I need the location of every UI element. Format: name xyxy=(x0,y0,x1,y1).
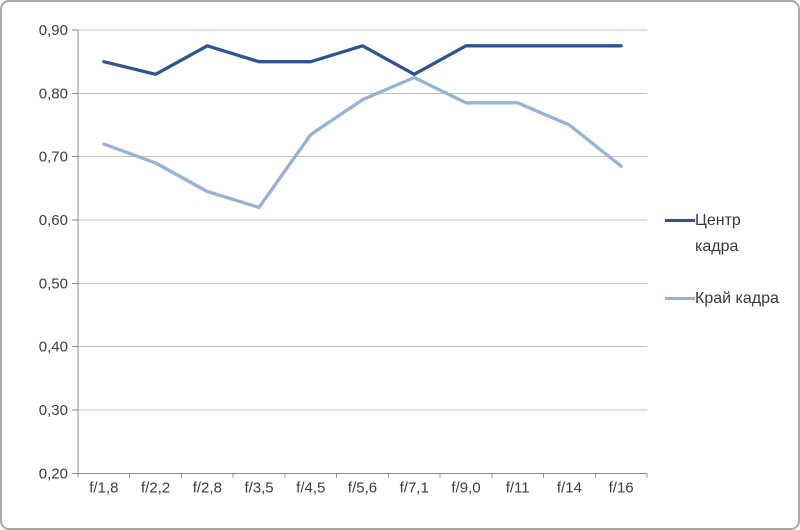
x-axis-label: f/2,8 xyxy=(193,479,222,496)
x-axis-label: f/2,2 xyxy=(141,479,170,496)
y-axis-label: 0,60 xyxy=(39,212,68,229)
legend-label-center-line2: кадра xyxy=(695,238,739,255)
x-axis-label: f/5,6 xyxy=(348,479,377,496)
x-axis-label: f/1,8 xyxy=(89,479,118,496)
legend-key-line-edge xyxy=(665,297,695,300)
legend-label-center-line1: Центр xyxy=(695,212,741,229)
y-axis-label: 0,50 xyxy=(39,275,68,292)
series-line-1 xyxy=(102,75,623,210)
y-axis-label: 0,40 xyxy=(39,339,68,356)
x-axis-label: f/14 xyxy=(557,479,582,496)
legend-key-line-center xyxy=(665,219,695,222)
x-axis-label: f/7,1 xyxy=(400,479,429,496)
y-axis-label: 0,80 xyxy=(39,85,68,102)
x-axis-label: f/16 xyxy=(609,479,634,496)
x-axis-label: f/11 xyxy=(506,479,530,496)
x-axis-label: f/3,5 xyxy=(244,479,273,496)
y-axis-label: 0,70 xyxy=(39,149,68,166)
legend-item-center: Центр кадра xyxy=(665,208,741,260)
y-axis-label: 0,30 xyxy=(39,402,68,419)
legend-label-center: Центр кадра xyxy=(695,208,741,260)
legend-label-edge-line1: Край кадра xyxy=(695,290,779,307)
x-axis-label: f/4,5 xyxy=(296,479,325,496)
legend-item-edge: Край кадра xyxy=(665,286,779,312)
y-axis-label: 0,20 xyxy=(39,465,68,482)
x-axis-label: f/9,0 xyxy=(451,479,480,496)
series-line-0 xyxy=(102,44,623,76)
legend-label-edge: Край кадра xyxy=(695,286,779,312)
y-axis-label: 0,90 xyxy=(39,22,68,39)
